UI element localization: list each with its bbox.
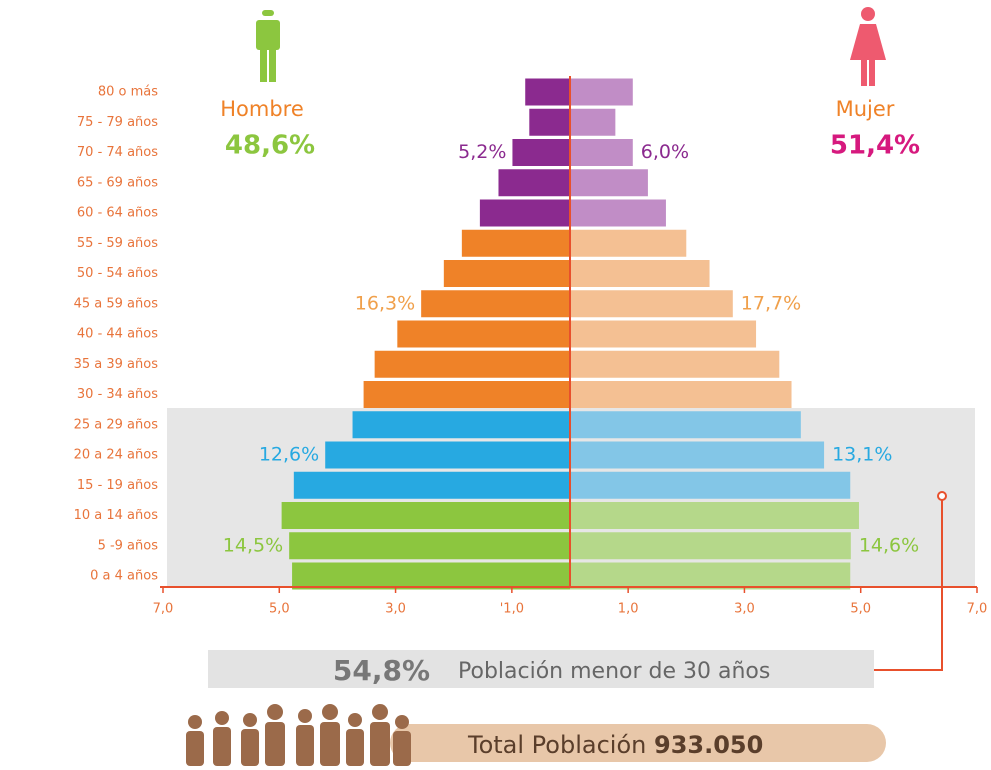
bar [570, 108, 616, 136]
female-total: 51,4% [830, 131, 920, 161]
male-title: Hombre [220, 97, 304, 121]
age-label: 10 a 14 años [74, 508, 159, 523]
bar [374, 350, 570, 378]
bar [570, 139, 633, 166]
bar [570, 78, 633, 106]
bar [570, 441, 825, 469]
bar [289, 532, 570, 560]
woman-icon [850, 7, 886, 86]
bar [570, 320, 757, 348]
bar [443, 260, 570, 287]
age-label: 70 - 74 años [77, 145, 158, 160]
connector [874, 500, 943, 671]
man-icon [256, 10, 280, 82]
group-label: 14,6% [859, 534, 919, 556]
total-label: Total Población [467, 731, 646, 759]
bar [570, 471, 851, 499]
x-tick-label: 7,0 [967, 602, 988, 617]
bar [421, 290, 570, 318]
bar [570, 411, 801, 439]
x-tick-label: '1,0 [500, 602, 524, 617]
group-label: 16,3% [355, 292, 415, 314]
age-label: 75 - 79 años [77, 115, 158, 130]
connector-dot [937, 491, 947, 501]
age-label: 45 a 59 años [74, 296, 159, 311]
bar [570, 199, 666, 227]
bar [570, 350, 780, 378]
age-label: 15 - 19 años [77, 478, 158, 493]
x-tick-label: 1,0 [618, 602, 639, 617]
male-total: 48,6% [225, 131, 315, 161]
age-label: 40 - 44 años [77, 327, 158, 342]
bar [570, 502, 859, 529]
bar [325, 441, 570, 469]
bar [352, 411, 570, 439]
bar [397, 320, 570, 348]
under-30-box [208, 650, 874, 688]
total-text: Total Población 933.050 [467, 731, 763, 759]
bar [512, 139, 570, 166]
bar [570, 229, 687, 257]
x-tick-label: 5,0 [269, 602, 290, 617]
bar [363, 381, 570, 408]
people-icon [186, 704, 411, 766]
group-label: 6,0% [641, 141, 689, 163]
bar [570, 532, 851, 560]
x-tick-label: 7,0 [153, 602, 174, 617]
age-label: 60 - 64 años [77, 206, 158, 221]
bar [529, 108, 570, 136]
bar [570, 169, 648, 197]
bar [293, 471, 570, 499]
bar [570, 260, 710, 287]
bar [498, 169, 570, 197]
bar [570, 381, 792, 408]
female-title: Mujer [836, 97, 895, 121]
bar [461, 229, 570, 257]
age-label: 65 - 69 años [77, 175, 158, 190]
under-30-text: Población menor de 30 años [458, 659, 770, 684]
age-label: 50 - 54 años [77, 266, 158, 281]
group-label: 13,1% [832, 444, 892, 466]
group-label: 12,6% [259, 444, 319, 466]
bar [525, 78, 570, 106]
under-30-value: 54,8% [333, 654, 430, 687]
x-tick-label: 3,0 [734, 602, 755, 617]
bar [570, 562, 851, 590]
x-tick-label: 5,0 [850, 602, 871, 617]
age-label: 25 a 29 años [74, 417, 159, 432]
group-label: 17,7% [741, 292, 801, 314]
age-label: 5 -9 años [98, 538, 159, 553]
age-label: 0 a 4 años [90, 569, 158, 584]
age-label: 35 a 39 años [74, 357, 159, 372]
x-tick-label: 3,0 [385, 602, 406, 617]
age-label: 30 - 34 años [77, 387, 158, 402]
total-box [390, 724, 886, 762]
age-label: 55 - 59 años [77, 236, 158, 251]
bar [479, 199, 570, 227]
bar [570, 290, 733, 318]
age-label: 20 a 24 años [74, 448, 159, 463]
bar [281, 502, 570, 529]
total-value: 933.050 [654, 731, 763, 759]
age-label: 80 o más [98, 85, 158, 100]
group-label: 5,2% [458, 141, 506, 163]
bar [292, 562, 570, 590]
group-label: 14,5% [223, 534, 283, 556]
